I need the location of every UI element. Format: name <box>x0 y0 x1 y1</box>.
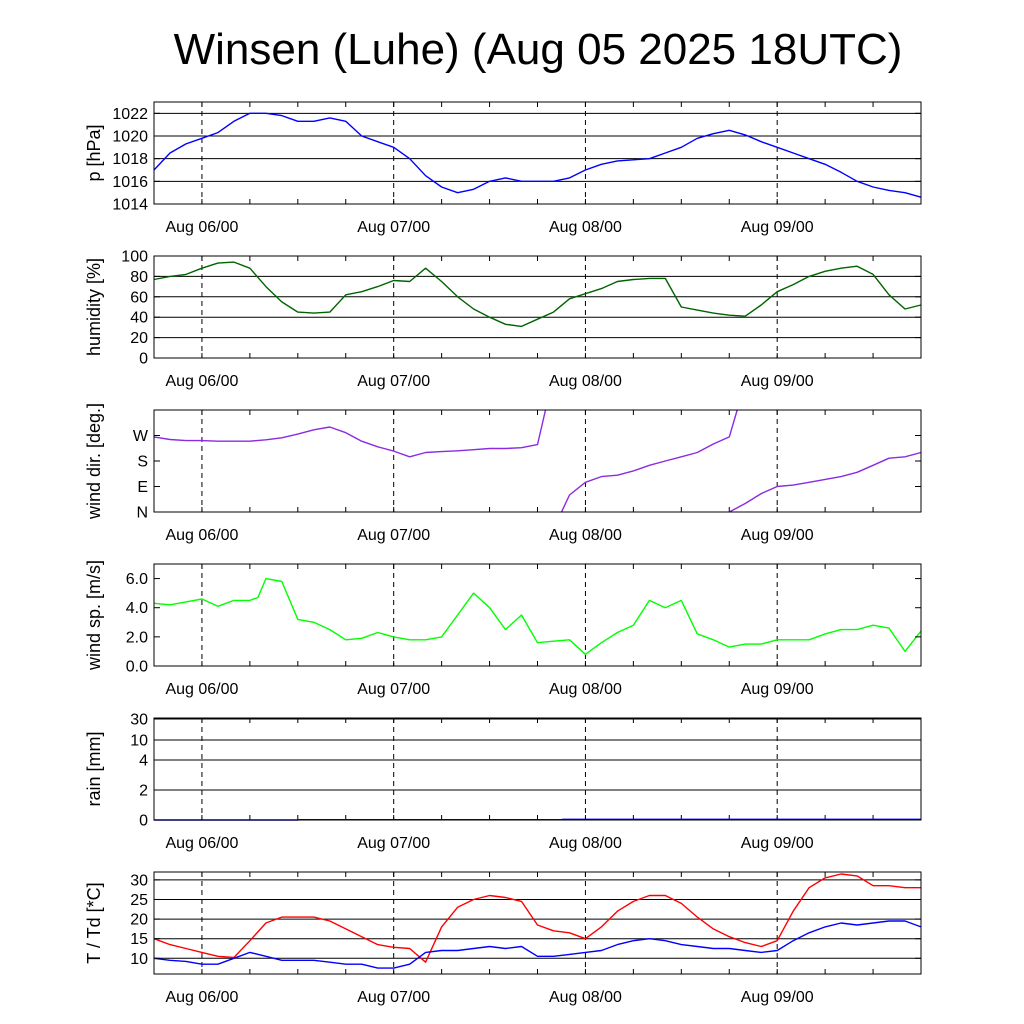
plot-frame <box>153 563 922 667</box>
plot-frame <box>153 717 922 821</box>
y-axis-title: wind sp. [m/s] <box>84 560 104 671</box>
x-tick-label: Aug 07/00 <box>357 681 430 698</box>
series-line-wind_direction-1 <box>560 409 738 513</box>
series-line-wind_direction-2 <box>728 451 922 513</box>
plot-frame <box>153 409 922 513</box>
y-tick-label: 20 <box>130 330 148 347</box>
panel-temperature: 10 15 20 25 30 T / Td [*C] Aug 06/00 Aug 07/00 A… <box>84 871 922 1006</box>
y-tick-label: 0.0 <box>126 659 148 676</box>
panel-wind_speed: 0.0 2.0 4.0 6.0 wind sp. [m/s] Aug 06/00 Aug 0… <box>84 560 922 698</box>
y-axis-title: humidity [%] <box>84 258 104 356</box>
y-tick-label: 60 <box>130 289 148 306</box>
y-tick-label: 15 <box>130 931 148 948</box>
x-tick-label: Aug 06/00 <box>165 681 238 698</box>
y-tick-label: 30 <box>130 872 148 889</box>
x-tick-label: Aug 09/00 <box>741 835 814 852</box>
x-tick-label: Aug 06/00 <box>165 527 238 544</box>
panel-rain: 0 2 4 10 30 rain [mm] Aug 06/00 Aug 07/00 Aug 08… <box>84 712 922 852</box>
series-line-wind_speed-0 <box>153 577 922 655</box>
x-tick-label: Aug 08/00 <box>549 373 622 390</box>
panel-humidity: 0 20 40 60 80 100 humidity [%] Aug 06/00 Aug 07/… <box>84 249 922 390</box>
y-tick-label: 4 <box>139 753 148 770</box>
y-tick-label: 10 <box>130 951 148 968</box>
y-tick-label: 1014 <box>112 197 148 214</box>
panel-pressure: 1014 1016 1018 1020 1022 p [hPa] Aug 06/00 Aug … <box>84 101 922 236</box>
y-axis-title: p [hPa] <box>84 124 104 181</box>
plot-frame <box>153 255 922 359</box>
x-tick-label: Aug 09/00 <box>741 373 814 390</box>
y-tick-label: 6.0 <box>126 571 148 588</box>
x-tick-label: Aug 06/00 <box>165 989 238 1006</box>
x-tick-label: Aug 09/00 <box>741 681 814 698</box>
y-tick-label: 4.0 <box>126 600 148 617</box>
y-tick-label: 1016 <box>112 174 148 191</box>
y-tick-label: S <box>137 454 148 471</box>
x-tick-label: Aug 06/00 <box>165 219 238 236</box>
x-tick-label: Aug 07/00 <box>357 219 430 236</box>
x-tick-label: Aug 09/00 <box>741 989 814 1006</box>
x-tick-label: Aug 08/00 <box>549 681 622 698</box>
y-axis-title: T / Td [*C] <box>84 882 104 963</box>
x-tick-label: Aug 07/00 <box>357 835 430 852</box>
y-tick-label: 30 <box>130 712 148 729</box>
x-tick-label: Aug 09/00 <box>741 527 814 544</box>
y-tick-label: 2 <box>139 783 148 800</box>
y-tick-label: E <box>137 479 148 496</box>
y-tick-label: 80 <box>130 269 148 286</box>
x-tick-label: Aug 07/00 <box>357 527 430 544</box>
y-tick-label: N <box>136 505 148 522</box>
y-axis-title: wind dir. [deg.] <box>84 403 104 520</box>
series-line-temperature-1 <box>153 920 922 969</box>
y-tick-label: 100 <box>121 249 148 266</box>
x-tick-label: Aug 08/00 <box>549 527 622 544</box>
y-tick-label: 40 <box>130 310 148 327</box>
y-tick-label: 1022 <box>112 106 148 123</box>
plot-frame <box>153 871 922 975</box>
x-tick-label: Aug 07/00 <box>357 373 430 390</box>
y-tick-label: 2.0 <box>126 629 148 646</box>
x-tick-label: Aug 08/00 <box>549 835 622 852</box>
series-line-wind_direction-0 <box>153 409 547 458</box>
series-line-humidity-0 <box>153 261 922 328</box>
page-title: Winsen (Luhe) (Aug 05 2025 18UTC) <box>173 25 903 74</box>
y-tick-label: 10 <box>130 733 148 750</box>
plot-frame <box>153 101 922 205</box>
x-tick-label: Aug 07/00 <box>357 989 430 1006</box>
y-tick-label: 0 <box>139 813 148 830</box>
x-tick-label: Aug 08/00 <box>549 989 622 1006</box>
x-tick-label: Aug 09/00 <box>741 219 814 236</box>
y-axis-title: rain [mm] <box>84 731 104 806</box>
y-tick-label: 1018 <box>112 151 148 168</box>
series-line-temperature-0 <box>153 873 921 963</box>
x-tick-label: Aug 08/00 <box>549 219 622 236</box>
y-tick-label: 20 <box>130 912 148 929</box>
y-tick-label: W <box>133 428 149 445</box>
y-tick-label: 1020 <box>112 129 148 146</box>
x-tick-label: Aug 06/00 <box>165 835 238 852</box>
x-tick-label: Aug 06/00 <box>165 373 238 390</box>
y-tick-label: 0 <box>139 351 148 368</box>
y-tick-label: 25 <box>130 892 148 909</box>
series-line-pressure-0 <box>153 112 922 198</box>
